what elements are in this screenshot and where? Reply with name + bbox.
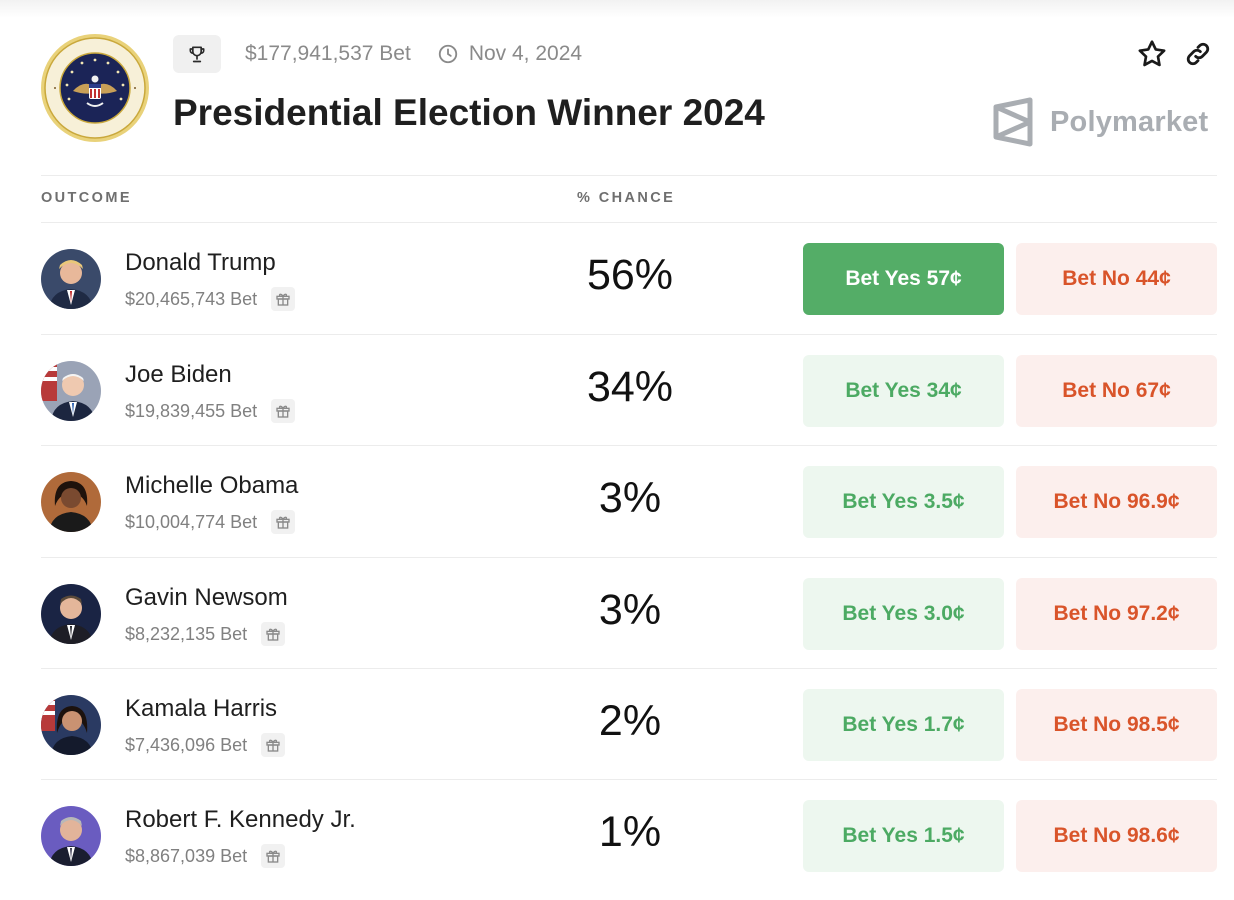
gift-button[interactable] bbox=[261, 733, 286, 757]
top-shade bbox=[0, 0, 1234, 18]
bet-yes-button[interactable]: Bet Yes 3.5¢ bbox=[803, 466, 1004, 538]
outcome-volume: $10,004,774 Bet bbox=[125, 511, 258, 532]
outcome-chance: 34% bbox=[586, 363, 674, 411]
bet-no-button[interactable]: Bet No 97.2¢ bbox=[1016, 578, 1217, 650]
avatar bbox=[41, 806, 101, 866]
gift-icon bbox=[276, 516, 290, 529]
bet-no-button[interactable]: Bet No 96.9¢ bbox=[1016, 466, 1217, 538]
avatar bbox=[41, 472, 101, 532]
outcome-name[interactable]: Robert F. Kennedy Jr. bbox=[125, 806, 356, 833]
gift-button[interactable] bbox=[271, 287, 296, 311]
bet-yes-button[interactable]: Bet Yes 3.0¢ bbox=[803, 578, 1004, 650]
bet-yes-button[interactable]: Bet Yes 34¢ bbox=[803, 355, 1004, 427]
gift-button[interactable] bbox=[271, 399, 296, 423]
outcome-volume: $8,232,135 Bet bbox=[125, 623, 248, 644]
outcome-row: Michelle Obama $10,004,774 Bet 3% Bet Ye… bbox=[41, 446, 1217, 557]
header-divider bbox=[41, 175, 1217, 176]
gift-icon bbox=[266, 739, 280, 752]
outcome-volume: $19,839,455 Bet bbox=[125, 400, 258, 421]
column-header-outcome: OUTCOME bbox=[41, 190, 132, 206]
polymarket-logo-icon bbox=[993, 97, 1033, 147]
avatar bbox=[41, 695, 101, 755]
clock-icon bbox=[438, 44, 457, 64]
outcome-volume: $8,867,039 Bet bbox=[125, 845, 248, 866]
brand-name: Polymarket bbox=[1050, 105, 1209, 138]
bet-no-button[interactable]: Bet No 67¢ bbox=[1016, 355, 1217, 427]
trophy-badge[interactable] bbox=[173, 35, 221, 73]
column-header-chance: % CHANCE bbox=[577, 190, 676, 206]
outcome-chance: 2% bbox=[598, 697, 662, 745]
gift-button[interactable] bbox=[261, 622, 286, 646]
outcome-meta: $8,232,135 Bet bbox=[125, 622, 286, 646]
outcome-row: Gavin Newsom $8,232,135 Bet 3% Bet Yes 3… bbox=[41, 558, 1217, 669]
date-label: Nov 4, 2024 bbox=[468, 42, 583, 65]
outcome-meta: $20,465,743 Bet bbox=[125, 287, 296, 311]
gift-button[interactable] bbox=[271, 510, 296, 534]
bet-no-button[interactable]: Bet No 98.5¢ bbox=[1016, 689, 1217, 761]
row-divider bbox=[41, 668, 1217, 669]
outcome-chance: 56% bbox=[586, 251, 674, 299]
outcome-row: Kamala Harris $7,436,096 Bet 2% Bet Yes … bbox=[41, 669, 1217, 780]
outcome-meta: $19,839,455 Bet bbox=[125, 399, 296, 423]
bet-no-button[interactable]: Bet No 44¢ bbox=[1016, 243, 1217, 315]
outcome-meta: $7,436,096 Bet bbox=[125, 733, 286, 757]
link-icon[interactable] bbox=[1184, 40, 1212, 68]
bet-no-button[interactable]: Bet No 98.6¢ bbox=[1016, 800, 1217, 872]
outcome-name[interactable]: Donald Trump bbox=[125, 249, 276, 276]
outcome-name[interactable]: Joe Biden bbox=[125, 361, 232, 388]
outcome-row: Donald Trump $20,465,743 Bet 56% Bet Yes… bbox=[41, 223, 1217, 334]
outcome-name[interactable]: Kamala Harris bbox=[125, 695, 278, 722]
outcome-row: Joe Biden $19,839,455 Bet 34% Bet Yes 34… bbox=[41, 335, 1217, 446]
outcome-meta: $8,867,039 Bet bbox=[125, 844, 286, 868]
avatar bbox=[41, 249, 101, 309]
avatar bbox=[41, 584, 101, 644]
outcome-name[interactable]: Michelle Obama bbox=[125, 472, 299, 499]
bet-yes-button[interactable]: Bet Yes 1.7¢ bbox=[803, 689, 1004, 761]
outcome-chance: 3% bbox=[598, 474, 662, 522]
bet-yes-button[interactable]: Bet Yes 1.5¢ bbox=[803, 800, 1004, 872]
market-meta: $177,941,537 Bet Nov 4, 2024 bbox=[173, 35, 582, 73]
outcome-row: Robert F. Kennedy Jr. $8,867,039 Bet 1% … bbox=[41, 780, 1217, 891]
row-divider bbox=[41, 334, 1217, 335]
outcome-volume: $7,436,096 Bet bbox=[125, 734, 248, 755]
row-divider bbox=[41, 779, 1217, 780]
row-divider bbox=[41, 557, 1217, 558]
outcome-chance: 1% bbox=[598, 808, 662, 856]
page-title: Presidential Election Winner 2024 bbox=[173, 92, 765, 133]
row-divider bbox=[41, 445, 1217, 446]
gift-button[interactable] bbox=[261, 844, 286, 868]
star-icon[interactable] bbox=[1136, 38, 1168, 70]
outcome-chance: 3% bbox=[598, 586, 662, 634]
outcome-meta: $10,004,774 Bet bbox=[125, 510, 296, 534]
outcome-volume: $20,465,743 Bet bbox=[125, 288, 258, 309]
gift-icon bbox=[276, 293, 290, 306]
gift-icon bbox=[266, 850, 280, 863]
gift-icon bbox=[266, 628, 280, 641]
outcome-name[interactable]: Gavin Newsom bbox=[125, 584, 288, 611]
bet-yes-button[interactable]: Bet Yes 57¢ bbox=[803, 243, 1004, 315]
polymarket-brand: Polymarket bbox=[992, 96, 1208, 148]
presidential-seal-logo bbox=[41, 34, 149, 142]
avatar bbox=[41, 361, 101, 421]
gift-icon bbox=[276, 405, 290, 418]
table-head-divider bbox=[41, 222, 1217, 223]
trophy-icon bbox=[189, 46, 205, 63]
market-volume: $177,941,537 Bet bbox=[245, 42, 411, 65]
market-end-date: Nov 4, 2024 bbox=[437, 42, 582, 66]
